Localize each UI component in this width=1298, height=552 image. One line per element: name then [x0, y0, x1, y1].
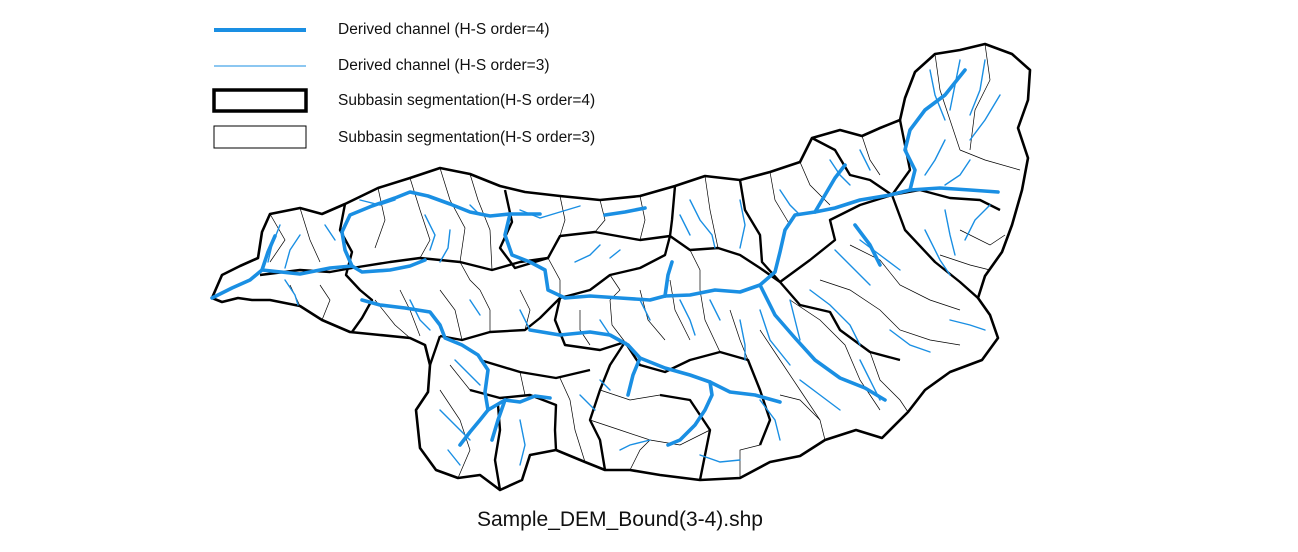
legend-label: Derived channel (H-S order=3) — [338, 57, 550, 74]
legend-item-channel-order4: Derived channel (H-S order=4) — [212, 18, 672, 44]
thick-box-icon — [212, 88, 308, 113]
legend-item-subbasin-order4: Subbasin segmentation(H-S order=4) — [212, 88, 672, 114]
thin-box-icon — [213, 125, 307, 149]
legend-item-subbasin-order3: Subbasin segmentation(H-S order=3) — [212, 124, 672, 150]
map-caption: Sample_DEM_Bound(3-4).shp — [477, 508, 763, 531]
channels-order3 — [267, 59, 1001, 466]
watershed-outer-boundary — [210, 42, 1032, 492]
channels-order4 — [210, 68, 1000, 447]
legend-label: Derived channel (H-S order=4) — [338, 21, 550, 38]
legend-label: Subbasin segmentation(H-S order=3) — [338, 129, 596, 146]
thick-channel-line-icon — [214, 28, 306, 32]
legend-label: Subbasin segmentation(H-S order=4) — [338, 92, 596, 109]
subbasin-boundaries-order4 — [259, 119, 1001, 491]
legend-item-channel-order3: Derived channel (H-S order=3) — [212, 54, 672, 80]
thin-channel-line-icon — [214, 65, 306, 67]
